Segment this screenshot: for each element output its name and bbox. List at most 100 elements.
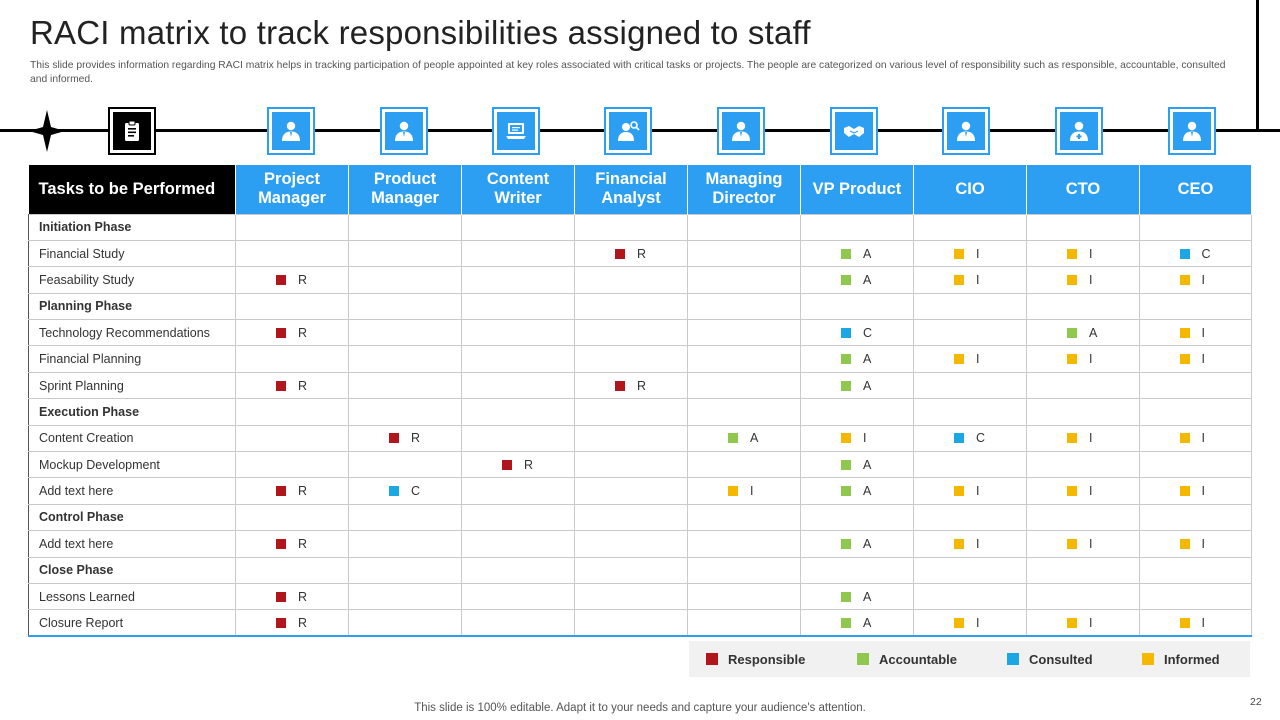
person-icon	[947, 112, 985, 150]
raci-cell: A	[1026, 319, 1140, 347]
person-icon	[722, 112, 760, 150]
accountable-marker	[841, 591, 851, 602]
raci-letter: A	[863, 615, 872, 630]
raci-cell	[687, 609, 801, 638]
responsible-swatch	[706, 653, 718, 665]
raci-letter: C	[411, 484, 421, 499]
raci-cell: I	[1139, 345, 1252, 373]
raci-cell: A	[687, 424, 801, 453]
raci-letter: I	[1201, 536, 1205, 551]
person-icon	[1173, 112, 1211, 150]
responsible-marker	[502, 459, 512, 470]
raci-cell	[913, 213, 1027, 241]
raci-cell	[1139, 451, 1252, 479]
raci-cell	[1026, 503, 1140, 532]
raci-cell	[461, 345, 575, 373]
task-row: Technology Recommendations R C A I	[28, 319, 1252, 347]
raci-cell	[461, 530, 575, 558]
phase-label: Planning Phase	[28, 292, 236, 321]
raci-cell	[461, 424, 575, 453]
raci-letter: A	[863, 457, 872, 472]
raci-cell	[1026, 292, 1140, 321]
informed-marker	[954, 538, 964, 549]
task-label: Financial Study	[28, 239, 236, 268]
informed-marker	[1067, 433, 1077, 444]
responsible-marker	[276, 591, 286, 602]
informed-marker	[1067, 248, 1077, 259]
raci-letter: A	[863, 484, 872, 499]
phase-row: Control Phase	[28, 503, 1252, 532]
role-icon-frame	[830, 107, 878, 155]
raci-letter: I	[976, 246, 980, 261]
raci-cell: C	[913, 424, 1027, 453]
task-row: Feasability Study R A I I I	[28, 266, 1252, 294]
role-icon-frame	[942, 107, 990, 155]
doctor-icon	[1060, 112, 1098, 150]
raci-cell	[687, 266, 801, 294]
raci-letter: R	[298, 615, 308, 630]
accountable-marker	[841, 538, 851, 549]
raci-cell	[348, 556, 462, 584]
raci-cell	[574, 582, 688, 611]
raci-cell	[913, 398, 1027, 426]
raci-cell	[461, 266, 575, 294]
role-icon-frame	[604, 107, 652, 155]
task-label: Financial Planning	[28, 345, 236, 373]
raci-cell	[348, 451, 462, 479]
frame-line	[1256, 0, 1259, 131]
raci-cell: I	[1139, 530, 1252, 558]
raci-cell	[461, 398, 575, 426]
raci-cell: I	[1139, 319, 1252, 347]
role-icon-frame	[108, 107, 156, 155]
role-header: Content Writer	[461, 165, 575, 214]
raci-letter: I	[976, 615, 980, 630]
raci-cell	[235, 292, 349, 321]
raci-letter: I	[976, 536, 980, 551]
raci-letter: I	[1201, 352, 1205, 367]
raci-cell: A	[800, 530, 914, 558]
raci-cell	[913, 292, 1027, 321]
raci-cell	[687, 292, 801, 321]
raci-cell	[1026, 451, 1140, 479]
raci-letter: I	[863, 431, 867, 446]
raci-letter: A	[863, 589, 872, 604]
raci-cell	[687, 239, 801, 268]
raci-cell	[687, 556, 801, 584]
task-label: Add text here	[28, 477, 236, 505]
raci-cell	[348, 292, 462, 321]
raci-cell	[461, 477, 575, 505]
raci-cell	[574, 556, 688, 584]
raci-cell	[574, 213, 688, 241]
table-header-row: Tasks to be Performed Project Manager Pro…	[28, 165, 1252, 214]
informed-marker	[954, 486, 964, 497]
raci-cell	[574, 292, 688, 321]
raci-table: Tasks to be Performed Project Manager Pro…	[28, 165, 1252, 638]
raci-cell	[574, 266, 688, 294]
raci-letter: I	[976, 272, 980, 287]
raci-cell	[574, 530, 688, 558]
raci-cell	[1026, 582, 1140, 611]
page-number: 22	[1250, 696, 1262, 708]
informed-marker	[1067, 538, 1077, 549]
raci-cell	[348, 239, 462, 268]
raci-cell	[913, 582, 1027, 611]
responsible-marker	[276, 486, 286, 497]
raci-letter: A	[863, 352, 872, 367]
role-icon-frame	[717, 107, 765, 155]
raci-letter: A	[863, 246, 872, 261]
raci-letter: R	[637, 378, 647, 393]
raci-letter: R	[524, 457, 534, 472]
raci-cell	[235, 213, 349, 241]
informed-marker	[1179, 327, 1190, 338]
raci-letter: R	[298, 378, 308, 393]
informed-marker	[954, 274, 964, 285]
raci-cell	[348, 371, 462, 400]
raci-cell: A	[800, 345, 914, 373]
raci-letter: R	[298, 589, 308, 604]
raci-cell	[235, 556, 349, 584]
handshake-icon	[835, 112, 873, 150]
raci-cell: I	[687, 477, 801, 505]
raci-cell: A	[800, 609, 914, 638]
task-row: Closure Report R A I I I	[28, 609, 1252, 638]
task-label: Sprint Planning	[28, 371, 236, 400]
